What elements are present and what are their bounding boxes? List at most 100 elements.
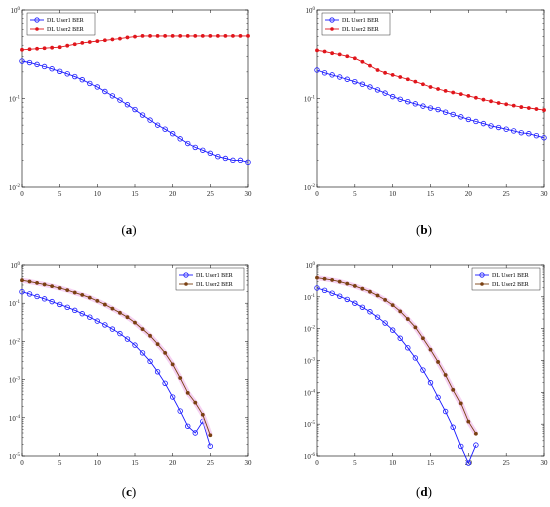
data-point	[215, 33, 220, 38]
data-point	[148, 33, 152, 38]
data-point	[65, 43, 70, 48]
data-point	[315, 275, 319, 280]
y-tick-base: 10	[304, 453, 312, 461]
data-point	[542, 108, 546, 112]
chart-panel-d: 0 5 10 15 20 25 3010-610-510-410-310-210-1100D…	[304, 262, 548, 499]
data-point	[147, 358, 153, 365]
data-point	[436, 360, 440, 364]
data-point	[450, 424, 456, 430]
y-tick-label: 10-1	[9, 300, 21, 308]
legend-marker	[480, 282, 484, 286]
data-point	[368, 63, 372, 68]
data-point	[231, 33, 235, 38]
data-point	[163, 33, 168, 38]
y-tick-label: 10-3	[304, 358, 316, 366]
data-point	[102, 38, 107, 43]
y-tick-label: 10-6	[304, 453, 316, 461]
data-point	[223, 33, 228, 38]
data-point	[133, 320, 137, 325]
data-point	[345, 54, 350, 59]
data-point	[49, 66, 55, 72]
y-tick-label: 10-3	[9, 377, 21, 385]
data-point	[139, 112, 146, 118]
legend: DL User1 BER DL User2 BER	[26, 12, 96, 36]
data-point	[79, 311, 85, 317]
data-point	[200, 412, 205, 417]
data-point	[72, 307, 78, 314]
data-point	[405, 99, 411, 105]
data-point	[35, 280, 39, 285]
data-point	[139, 350, 146, 356]
data-point	[208, 433, 213, 438]
y-tick-label: 10-2	[304, 326, 316, 334]
data-point	[110, 37, 115, 42]
data-point	[329, 290, 335, 296]
legend-label: DL User2 BER	[47, 27, 84, 33]
data-point	[245, 159, 251, 166]
data-point	[481, 97, 486, 102]
legend: DL User1 BER DL User2 BER	[471, 267, 541, 291]
y-tick-base: 10	[9, 184, 17, 192]
y-tick-exponent: -4	[16, 415, 21, 420]
data-point	[389, 93, 396, 100]
data-point	[458, 114, 464, 120]
data-point	[169, 131, 176, 137]
data-point	[26, 59, 33, 66]
y-tick-exponent: 0	[313, 7, 316, 12]
y-tick-exponent: -1	[16, 300, 21, 305]
data-point	[413, 325, 418, 330]
data-point	[87, 80, 93, 87]
x-tick-label: 10	[94, 459, 102, 467]
y-tick-exponent: -6	[311, 453, 316, 458]
y-tick-label: 10-4	[9, 415, 21, 423]
plot-frame	[316, 264, 545, 457]
data-point	[451, 90, 456, 95]
data-point	[368, 289, 372, 294]
data-point	[133, 34, 137, 39]
y-tick-base: 10	[304, 96, 312, 104]
data-point	[140, 33, 145, 38]
data-point	[503, 126, 509, 132]
data-point	[56, 301, 63, 308]
y-tick-label: 10-2	[304, 184, 316, 192]
legend-label: DL User1 BER	[47, 18, 84, 24]
legend-marker	[479, 272, 485, 278]
data-point	[79, 77, 85, 83]
data-point	[185, 140, 191, 147]
x-tick-label: 5	[58, 459, 62, 467]
data-point	[421, 82, 425, 87]
data-point	[421, 336, 425, 341]
data-point	[102, 88, 108, 95]
data-point	[163, 350, 168, 355]
y-tick-base: 10	[306, 7, 314, 15]
y-tick-exponent: -2	[16, 184, 21, 189]
y-tick-base: 10	[11, 7, 19, 15]
data-point	[41, 296, 48, 302]
data-point	[140, 327, 145, 331]
plot-frame	[316, 9, 545, 188]
data-point	[518, 130, 524, 136]
x-tick-label: 0	[315, 459, 319, 467]
data-point	[57, 286, 62, 290]
x-tick-label: 0	[315, 190, 319, 198]
caption-close: )	[428, 222, 432, 237]
data-point	[519, 105, 524, 109]
data-point	[20, 278, 24, 283]
y-tick-label: 10-5	[9, 453, 21, 461]
data-point	[64, 304, 70, 311]
y-tick-base: 10	[9, 415, 17, 423]
data-point	[42, 282, 47, 287]
data-point	[359, 304, 366, 310]
y-tick-exponent: -2	[311, 184, 316, 189]
panel-caption: (b)	[416, 222, 432, 237]
data-point	[155, 33, 160, 38]
data-point	[178, 376, 183, 380]
y-tick-label: 100	[306, 262, 316, 270]
caption-open: (	[122, 484, 126, 499]
series-line-1	[316, 287, 477, 465]
data-point	[80, 40, 85, 45]
data-point	[458, 401, 463, 406]
data-point	[154, 369, 161, 375]
y-tick-exponent: -5	[16, 453, 21, 458]
data-point	[34, 61, 40, 68]
